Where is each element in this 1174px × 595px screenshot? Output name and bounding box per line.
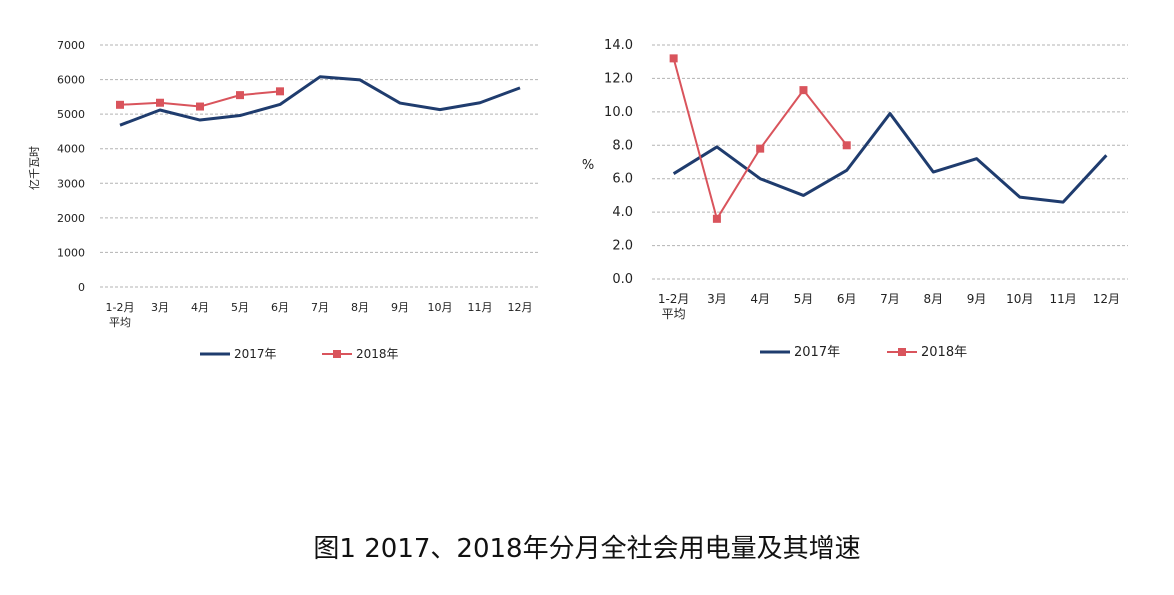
legend-item-2018: 2018年: [887, 345, 967, 360]
x-tick-label: 6月: [271, 301, 289, 314]
x-tick-label: 8月: [351, 301, 369, 314]
legend-label: 2018年: [921, 345, 967, 360]
x-tick-label: 7月: [880, 292, 900, 306]
y-tick-label: 2.0: [612, 239, 633, 254]
series-line-2017: [672, 112, 1108, 204]
y-tick-label: 10.0: [604, 105, 633, 120]
data-point-marker: [196, 102, 204, 111]
x-tick-label: 平均: [109, 316, 131, 329]
data-point-marker: [756, 144, 765, 153]
data-point-marker: [236, 91, 244, 100]
y-tick-label: 0.0: [612, 272, 633, 287]
y-tick-label: 4000: [57, 143, 85, 156]
x-tick-label: 7月: [311, 301, 329, 314]
legend-label: 2017年: [794, 345, 840, 360]
x-tick-label: 4月: [191, 301, 209, 314]
series-line-2018: [672, 58, 848, 220]
y-tick-label: 7000: [57, 39, 85, 52]
y-axis-label: %: [582, 158, 594, 173]
x-tick-label: 1-2月: [658, 292, 690, 306]
y-tick-label: 1000: [57, 246, 85, 259]
x-tick-label: 平均: [662, 307, 686, 321]
x-tick-label: 3月: [707, 292, 727, 306]
y-tick-label: 2000: [57, 212, 85, 225]
data-point-marker: [712, 214, 721, 223]
x-tick-label: 11月: [1049, 292, 1076, 306]
x-tick-label: 10月: [1006, 292, 1033, 306]
x-tick-label: 11月: [468, 301, 493, 314]
x-tick-label: 1-2月: [106, 301, 135, 314]
y-tick-label: 6.0: [612, 172, 633, 187]
legend-label: 2017年: [234, 347, 277, 361]
figure-caption: 图1 2017、2018年分月全社会用电量及其增速: [313, 534, 861, 564]
x-tick-label: 8月: [923, 292, 943, 306]
x-tick-label: 9月: [967, 292, 987, 306]
y-tick-label: 14.0: [604, 38, 633, 53]
y-tick-label: 0: [78, 281, 85, 294]
data-point-marker: [116, 100, 124, 109]
data-point-marker: [669, 54, 678, 63]
data-point-marker: [799, 86, 808, 95]
legend-marker: [333, 350, 341, 358]
y-axis-label: 亿千瓦时: [28, 146, 41, 190]
legend-label: 2018年: [356, 347, 399, 361]
x-tick-label: 4月: [750, 292, 770, 306]
x-tick-label: 3月: [151, 301, 169, 314]
legend-item-2017: 2017年: [200, 347, 277, 361]
series-line-2017: [119, 75, 521, 127]
x-tick-label: 5月: [231, 301, 249, 314]
legend-item-2017: 2017年: [760, 345, 840, 360]
data-point-marker: [156, 98, 164, 107]
data-point-marker: [842, 141, 851, 150]
x-tick-label: 12月: [508, 301, 533, 314]
x-tick-label: 12月: [1093, 292, 1120, 306]
x-tick-label: 10月: [428, 301, 453, 314]
legend-marker: [898, 348, 906, 356]
y-tick-label: 5000: [57, 108, 85, 121]
y-tick-label: 4.0: [612, 205, 633, 220]
x-tick-label: 6月: [837, 292, 857, 306]
y-tick-label: 12.0: [604, 71, 633, 86]
legend-item-2018: 2018年: [322, 347, 399, 361]
x-tick-label: 9月: [391, 301, 409, 314]
data-point-marker: [276, 87, 284, 96]
x-tick-label: 5月: [794, 292, 814, 306]
y-tick-label: 8.0: [612, 138, 633, 153]
y-tick-label: 3000: [57, 177, 85, 190]
y-tick-label: 6000: [57, 74, 85, 87]
